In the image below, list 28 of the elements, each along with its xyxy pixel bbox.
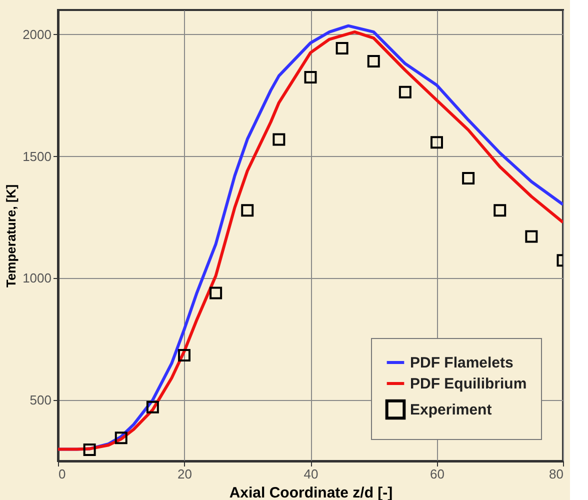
point <box>146 400 159 414</box>
point <box>367 54 380 68</box>
y-tick-label: 1500 <box>22 148 52 164</box>
point <box>304 71 317 84</box>
point <box>241 204 254 217</box>
point <box>336 42 348 55</box>
legend-label: PDF Equilibrium <box>410 376 527 392</box>
y-tick-label: 500 <box>30 392 52 408</box>
point <box>272 133 286 146</box>
point <box>178 348 190 362</box>
point <box>494 204 506 217</box>
x-tick-label: 60 <box>430 466 444 482</box>
point <box>430 136 443 149</box>
legend-label: PDF Flamelets <box>410 354 514 372</box>
point <box>398 86 412 98</box>
x-tick-label: 0 <box>58 466 66 482</box>
x-tick-label: 20 <box>178 466 192 482</box>
point <box>83 444 96 456</box>
point <box>114 432 128 444</box>
y-axis-title: Temperature, [K] <box>4 184 19 288</box>
y-tick-label: 1000 <box>22 270 52 286</box>
x-tick-label: 80 <box>549 466 564 482</box>
x-tick-label: 40 <box>304 466 318 482</box>
y-tick-label: 2000 <box>22 26 52 42</box>
point <box>462 172 475 184</box>
legend-label: Experiment <box>410 402 492 418</box>
point <box>210 286 222 300</box>
point <box>525 230 538 243</box>
